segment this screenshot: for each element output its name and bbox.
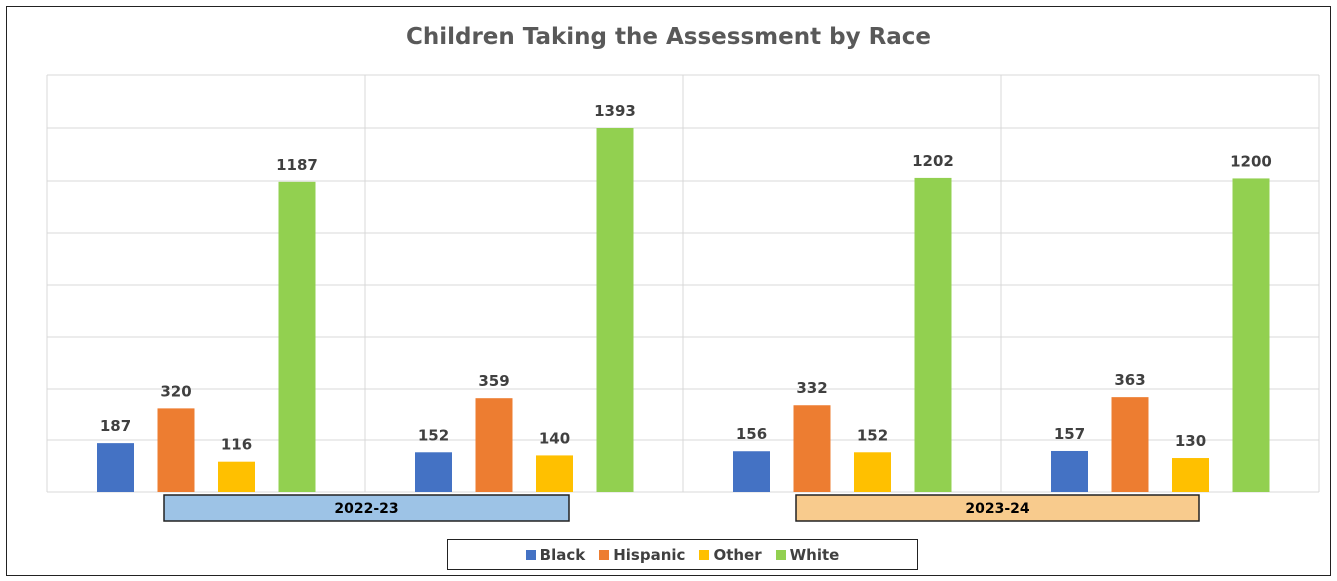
legend-label: White xyxy=(789,545,840,564)
bar-other xyxy=(536,455,573,492)
data-label: 1202 xyxy=(912,152,954,170)
bar-hispanic xyxy=(157,408,195,492)
bar-other xyxy=(218,461,255,492)
legend-item-black: Black xyxy=(525,545,586,564)
bar-white xyxy=(596,128,634,492)
legend-swatch xyxy=(699,549,710,560)
legend-label: Black xyxy=(539,545,586,564)
legend-swatch xyxy=(525,549,536,560)
chart-legend: Black Hispanic Other White xyxy=(447,539,918,570)
bar-black xyxy=(1051,450,1088,492)
legend-swatch xyxy=(775,549,786,560)
legend-item-hispanic: Hispanic xyxy=(599,546,685,564)
legend-label: Hispanic xyxy=(613,545,686,564)
data-label: 332 xyxy=(796,379,827,397)
legend-swatch xyxy=(599,549,610,560)
bar-black xyxy=(97,443,134,492)
data-label: 157 xyxy=(1054,425,1085,443)
bar-hispanic xyxy=(475,398,513,492)
data-label: 152 xyxy=(857,426,888,444)
bar-black xyxy=(733,451,770,492)
year-group-box xyxy=(163,494,570,522)
chart-title: Children Taking the Assessment by Race xyxy=(405,24,932,50)
bar-white xyxy=(278,181,316,492)
data-label: 1393 xyxy=(594,102,636,120)
data-label: 156 xyxy=(736,425,767,443)
data-label: 116 xyxy=(221,436,252,454)
bar-black xyxy=(415,452,452,492)
data-label: 359 xyxy=(478,372,509,390)
legend-item-other: Other xyxy=(699,545,762,564)
legend-item-white: White xyxy=(775,545,840,564)
legend-label: Other xyxy=(713,545,762,564)
data-label: 140 xyxy=(539,429,570,447)
data-label: 1200 xyxy=(1230,152,1272,170)
year-group-label: 2023-24 xyxy=(965,501,1030,517)
bar-other xyxy=(854,452,891,492)
bar-hispanic xyxy=(793,405,831,492)
data-label: 152 xyxy=(418,426,449,444)
bar-hispanic xyxy=(1111,397,1149,492)
bar-white xyxy=(1232,178,1270,492)
year-group-box xyxy=(795,494,1200,522)
data-label: 130 xyxy=(1175,432,1206,450)
bar-other xyxy=(1172,458,1209,492)
data-label: 1187 xyxy=(276,156,318,174)
data-label: 363 xyxy=(1114,371,1145,389)
data-label: 187 xyxy=(100,417,131,435)
bar-white xyxy=(914,177,952,492)
data-label: 320 xyxy=(160,382,191,400)
year-group-label: 2022-23 xyxy=(334,501,398,517)
